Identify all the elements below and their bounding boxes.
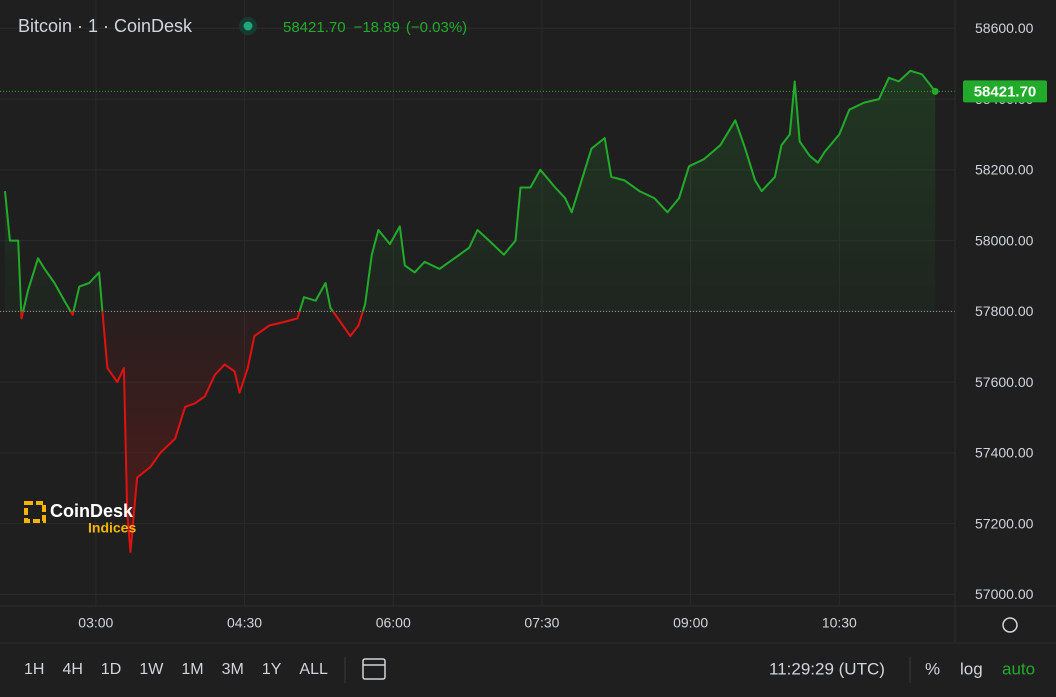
range-button[interactable]: 1Y [262,661,282,678]
auto-toggle[interactable]: auto [1002,659,1035,678]
logo-icon [24,501,46,523]
range-button[interactable]: 1M [181,661,203,678]
range-button[interactable]: 1W [139,661,164,678]
x-tick-label: 03:00 [78,615,113,631]
y-tick-label: 58000.00 [975,232,1034,248]
last-price-label: 58421.70 [974,83,1037,100]
range-button[interactable]: 1H [24,661,44,678]
x-tick-label: 10:30 [822,615,857,631]
x-tick-label: 04:30 [227,615,262,631]
y-tick-label: 57000.00 [975,586,1034,602]
header-price: 58421.70 [283,19,346,36]
x-tick-label: 06:00 [376,615,411,631]
range-button[interactable]: 1D [101,661,121,678]
x-tick-label: 09:00 [673,615,708,631]
settings-icon[interactable] [1002,617,1018,633]
logo: CoinDesk Indices [24,501,136,536]
y-tick-label: 57600.00 [975,374,1034,390]
y-tick-label: 57800.00 [975,303,1034,319]
status-dot [243,21,253,31]
area-fill [5,70,936,552]
calendar-icon[interactable] [362,658,386,680]
header-change: −18.89 [354,19,400,36]
symbol-title: Bitcoin · 1 · CoinDesk [18,16,193,36]
logo-text: CoinDesk [50,501,134,521]
range-button[interactable]: ALL [299,661,328,678]
y-tick-label: 58200.00 [975,162,1034,178]
log-toggle[interactable]: log [960,659,983,678]
range-button[interactable]: 3M [222,661,244,678]
range-button[interactable]: 4H [62,661,82,678]
y-tick-label: 57400.00 [975,445,1034,461]
header-change-percent: (−0.03%) [406,19,467,36]
last-point [931,87,939,95]
y-tick-label: 57200.00 [975,515,1034,531]
last-price-tag [963,80,1047,103]
percent-toggle[interactable]: % [925,659,940,678]
logo-subtext: Indices [88,520,136,536]
clock: 11:29:29 (UTC) [769,659,885,678]
y-tick-label: 58600.00 [975,20,1034,36]
price-line [4,69,936,553]
x-tick-label: 07:30 [524,615,559,631]
date-range-icon[interactable] [362,658,386,680]
